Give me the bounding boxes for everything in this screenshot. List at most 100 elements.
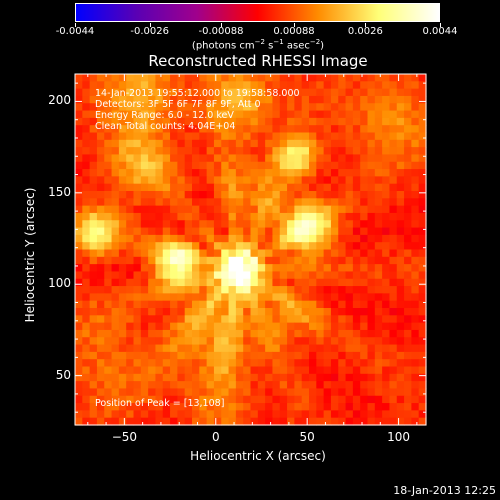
heatmap-cell [170, 264, 178, 273]
heatmap-cell [367, 227, 376, 236]
heatmap-cell [338, 132, 347, 141]
heatmap-cell [96, 74, 105, 82]
heatmap-cell [374, 103, 383, 112]
heatmap-cell [184, 388, 193, 397]
heatmap-cell [301, 256, 310, 265]
heatmap-cell [418, 293, 427, 302]
heatmap-cell [126, 366, 135, 375]
heatmap-cell [89, 256, 98, 265]
heatmap-cell [111, 103, 120, 112]
heatmap-cell [345, 154, 354, 163]
heatmap-cell [360, 388, 369, 397]
heatmap-cell [265, 161, 274, 170]
heatmap-cell [294, 220, 303, 229]
heatmap-cell [192, 125, 200, 134]
heatmap-cell [389, 344, 398, 353]
heatmap-cell [374, 242, 383, 251]
heatmap-cell [170, 271, 178, 280]
heatmap-cell [221, 234, 230, 243]
heatmap-cell [411, 388, 420, 397]
heatmap-cell [396, 220, 405, 229]
heatmap-cell [374, 220, 383, 229]
heatmap-cell [352, 315, 361, 324]
heatmap-cell [257, 139, 266, 148]
heatmap-cell [360, 81, 369, 90]
heatmap-cell [323, 403, 332, 411]
heatmap-cell [184, 417, 193, 426]
heatmap-cell [345, 373, 354, 382]
heatmap-cell [192, 183, 200, 192]
heatmap-cell [330, 366, 339, 375]
heatmap-cell [75, 198, 83, 207]
heatmap-cell [140, 293, 149, 302]
heatmap-cell [118, 183, 127, 192]
heatmap-cell [235, 271, 244, 280]
heatmap-cell [206, 132, 215, 141]
heatmap-cell [294, 191, 303, 199]
heatmap-cell [404, 176, 412, 185]
heatmap-cell [330, 176, 339, 185]
heatmap-cell [148, 74, 157, 82]
heatmap-cell [148, 366, 157, 375]
heatmap-cell [316, 169, 325, 177]
heatmap-cell [206, 351, 215, 360]
heatmap-cell [330, 198, 339, 207]
heatmap-cell [126, 322, 135, 331]
heatmap-cell [367, 147, 376, 156]
heatmap-cell [96, 242, 105, 251]
heatmap-cell [382, 373, 391, 382]
heatmap-cell [250, 110, 259, 119]
heatmap-cell [111, 81, 120, 90]
heatmap-cell [309, 395, 317, 404]
heatmap-cell [206, 359, 215, 368]
heatmap-cell [206, 249, 215, 258]
heatmap-cell [133, 74, 142, 82]
heatmap-cell [367, 410, 376, 419]
heatmap-cell [228, 388, 237, 397]
heatmap-cell [192, 169, 200, 177]
heatmap-cell [213, 249, 222, 258]
heatmap-cell [104, 74, 113, 82]
heatmap-cell [316, 300, 325, 309]
heatmap-cell [287, 410, 295, 419]
heatmap-cell [184, 249, 193, 258]
heatmap-cell [272, 110, 281, 119]
heatmap-cell [199, 103, 208, 112]
heatmap-cell [206, 271, 215, 280]
heatmap-cell [338, 220, 347, 229]
heatmap-cell [330, 74, 339, 82]
heatmap-cell [126, 395, 135, 404]
heatmap-cell [133, 395, 142, 404]
heatmap-cell [177, 227, 186, 236]
heatmap-cell [199, 278, 208, 287]
heatmap-cell [96, 103, 105, 112]
heatmap-cell [126, 74, 135, 82]
heatmap-cell [213, 278, 222, 287]
heatmap-cell [199, 74, 208, 82]
heatmap-cell [235, 359, 244, 368]
heatmap-cell [389, 329, 398, 338]
heatmap-cell [111, 286, 120, 294]
heatmap-cell [235, 169, 244, 177]
heatmap-cell [352, 381, 361, 390]
heatmap-cell [309, 249, 317, 258]
heatmap-cell [184, 344, 193, 353]
heatmap-cell [221, 95, 230, 104]
heatmap-cell [184, 337, 193, 346]
heatmap-cell [184, 410, 193, 419]
heatmap-cell [272, 220, 281, 229]
heatmap-cell [184, 315, 193, 324]
heatmap-cell [118, 300, 127, 309]
heatmap-cell [192, 373, 200, 382]
heatmap-cell [82, 117, 91, 126]
heatmap-cell [170, 308, 178, 316]
heatmap-cell [330, 256, 339, 265]
heatmap-cell [294, 286, 303, 294]
heatmap-cell [360, 264, 369, 273]
heatmap-cell [118, 88, 127, 97]
heatmap-cell [323, 300, 332, 309]
heatmap-cell [382, 308, 391, 316]
heatmap-cell [206, 95, 215, 104]
heatmap-cell [396, 110, 405, 119]
heatmap-cell [162, 388, 171, 397]
